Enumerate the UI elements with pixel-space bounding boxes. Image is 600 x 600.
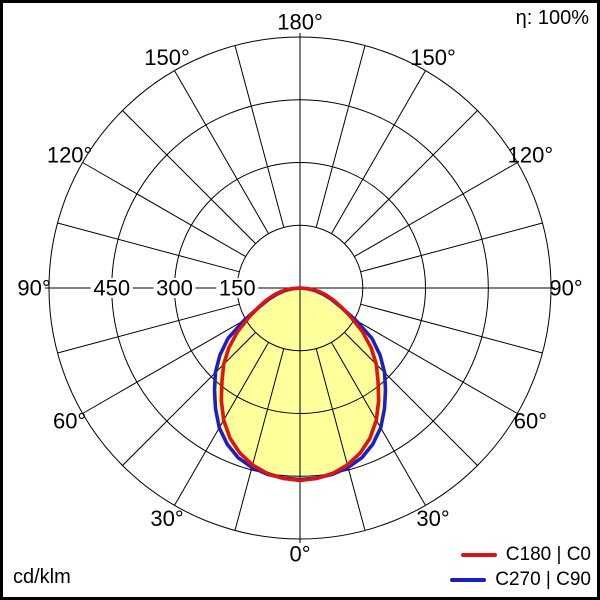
grid-spoke-15 [315, 348, 366, 531]
grid-spoke-300 [82, 318, 246, 414]
radial-tick-label-150: 150 [219, 276, 256, 301]
legend-item-c180-c0: C180 | C0 [460, 544, 591, 566]
angle-label-120: 120° [508, 143, 554, 168]
angle-label-90: 90° [549, 276, 582, 301]
unit-label: cd/klm [13, 566, 71, 588]
legend-item-c270-c90: C270 | C90 [450, 569, 591, 591]
radial-label-bg-150 [216, 278, 259, 298]
legend-label-c180-c0: C180 | C0 [505, 544, 591, 565]
grid-spoke-225 [122, 110, 256, 244]
grid-spoke-210 [174, 70, 270, 234]
curve-c180-c0 [219, 286, 381, 483]
grid-spoke-330 [174, 342, 270, 506]
grid-spoke-165 [315, 45, 366, 228]
radial-label-bg-450 [90, 278, 133, 298]
angle-label-120: 120° [47, 143, 93, 168]
angle-label-150: 150° [410, 45, 456, 70]
legend: C180 | C0 C270 | C90 [450, 544, 591, 591]
angle-label-30: 30° [150, 506, 183, 531]
angle-label-180: 180° [277, 10, 323, 35]
grid-spoke-135 [344, 110, 478, 244]
legend-line-red-icon [460, 553, 497, 557]
grid-spoke-195 [234, 45, 285, 228]
legend-line-blue-icon [450, 578, 487, 582]
radial-label-bg-300 [153, 278, 196, 298]
radial-tick-labels: 150 300 450 [90, 276, 259, 301]
grid-spoke-255 [57, 222, 240, 273]
grid-spoke-120 [354, 162, 518, 258]
angle-labels: 0° 30° 30° 60° 60° 90° 90° 120° 120° 150° 150° 180° [17, 10, 582, 567]
angle-label-60: 60° [514, 409, 547, 434]
radial-tick-label-450: 450 [93, 276, 130, 301]
grid-spoke-240 [82, 162, 246, 258]
angle-label-60: 60° [53, 409, 86, 434]
efficiency-label: η: 100% [515, 7, 589, 29]
intensity-curves [212, 286, 388, 483]
legend-label-c270-c90: C270 | C90 [495, 569, 591, 590]
angle-label-90: 90° [17, 276, 50, 301]
grid-spoke-45 [344, 332, 478, 466]
angle-label-150: 150° [144, 45, 190, 70]
radial-tick-label-300: 300 [156, 276, 193, 301]
grid-spoke-60 [354, 318, 518, 414]
polar-chart-canvas: 150 300 450 0° 30° 30° 60° 60° 90° 90° 120° 120° 150… [17, 10, 582, 567]
grid-spoke-105 [360, 222, 543, 273]
grid-spoke-345 [234, 348, 285, 531]
angle-label-30: 30° [416, 506, 449, 531]
grid-spoke-285 [57, 303, 240, 354]
grid-spoke-150 [330, 70, 426, 234]
angle-label-0: 0° [289, 542, 310, 567]
grid-spoke-30 [330, 342, 426, 506]
grid-spoke-315 [122, 332, 256, 466]
grid-spoke-75 [360, 303, 543, 354]
